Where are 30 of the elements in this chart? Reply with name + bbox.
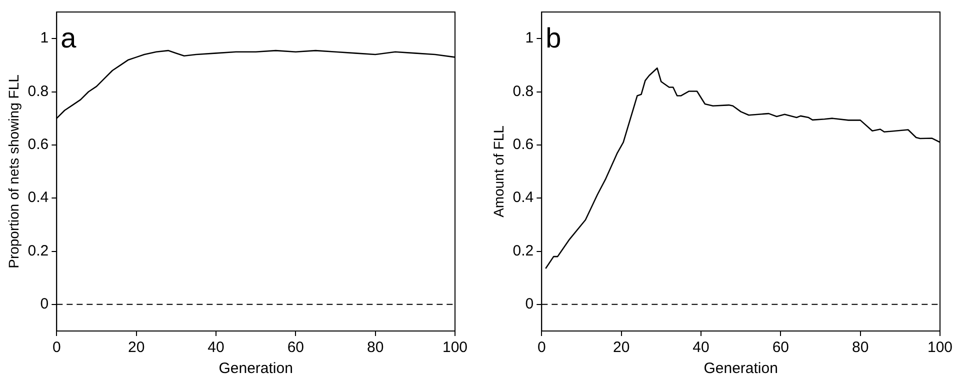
x-axis-title: Generation xyxy=(218,360,293,378)
x-tick-label: 60 xyxy=(772,339,790,356)
x-tick-label: 40 xyxy=(692,339,710,356)
x-tick-label: 100 xyxy=(927,339,953,356)
x-tick-label: 80 xyxy=(852,339,869,356)
annotation: a xyxy=(60,22,77,54)
x-tick-label: 100 xyxy=(442,339,468,356)
y-tick-label: 0 xyxy=(525,296,534,313)
x-tick-label: 20 xyxy=(612,339,630,356)
x-tick-label: 40 xyxy=(208,339,224,356)
y-tick-label: 0.2 xyxy=(512,242,534,260)
y-tick-label: 1 xyxy=(40,30,49,47)
y-tick-label: 0.2 xyxy=(28,242,49,260)
y-axis-title: Amount of FLL xyxy=(490,125,506,218)
y-tick-label: 0.6 xyxy=(512,136,534,154)
x-tick-label: 0 xyxy=(537,339,546,356)
y-tick-label: 0.4 xyxy=(28,189,49,206)
y-tick-label: 0.8 xyxy=(512,82,534,100)
y-tick-label: 0.6 xyxy=(28,136,49,154)
x-axis-title: Generation xyxy=(704,360,778,378)
y-axis-title: Proportion of nets showing FLL xyxy=(5,74,22,268)
y-tick-label: 0.4 xyxy=(512,189,534,206)
y-tick-label: 1 xyxy=(525,30,534,47)
y-tick-label: 0 xyxy=(40,296,49,313)
x-tick-label: 0 xyxy=(52,339,61,356)
x-tick-label: 20 xyxy=(128,339,145,356)
y-tick-label: 0.8 xyxy=(28,82,49,100)
x-tick-label: 80 xyxy=(366,339,384,356)
annotation: b xyxy=(546,22,562,54)
x-tick-label: 60 xyxy=(287,339,304,356)
